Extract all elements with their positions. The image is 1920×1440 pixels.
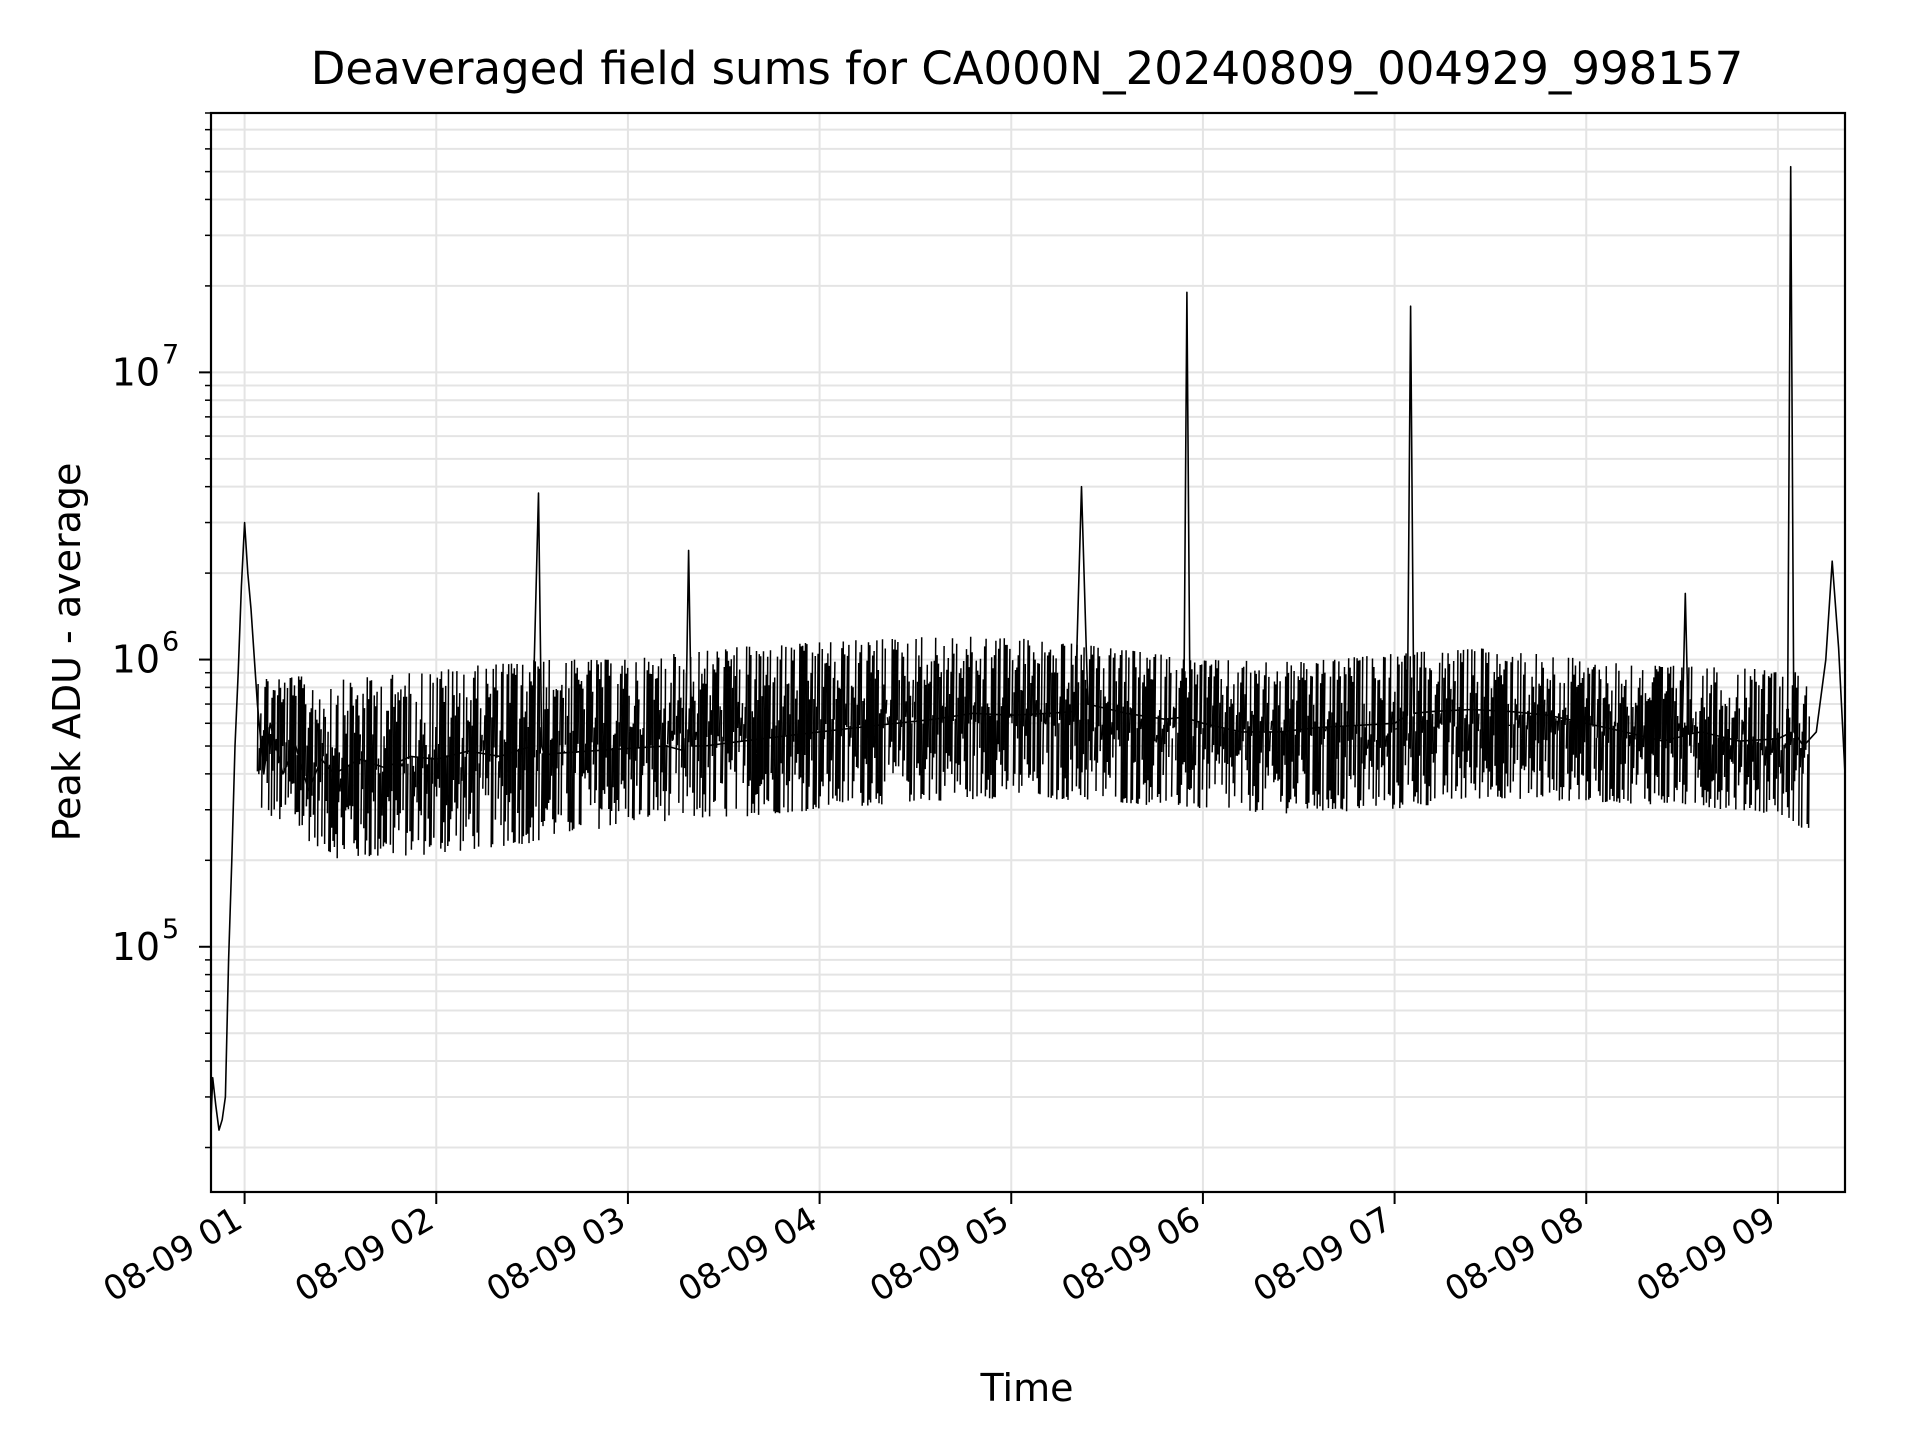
y-tick-label-base: 10 xyxy=(112,638,160,682)
y-tick-label-exponent: 6 xyxy=(162,627,179,658)
y-tick-label-exponent: 7 xyxy=(162,339,179,370)
y-tick-label: 10 5 xyxy=(112,914,180,969)
chart-title: Deaveraged field sums for CA000N_2024080… xyxy=(311,42,1743,95)
y-tick-label: 10 7 xyxy=(112,339,180,394)
y-tick-label-base: 10 xyxy=(112,925,160,969)
y-tick-label: 10 6 xyxy=(112,627,180,682)
plot-area xyxy=(210,165,1846,1131)
series-line xyxy=(210,165,1846,1131)
x-axis-label: Time xyxy=(980,1366,1074,1410)
y-axis-label: Peak ADU - average xyxy=(45,463,89,842)
plot-frame xyxy=(209,111,1847,1194)
y-tick-label-exponent: 5 xyxy=(162,914,179,945)
y-tick-label-base: 10 xyxy=(112,350,160,394)
